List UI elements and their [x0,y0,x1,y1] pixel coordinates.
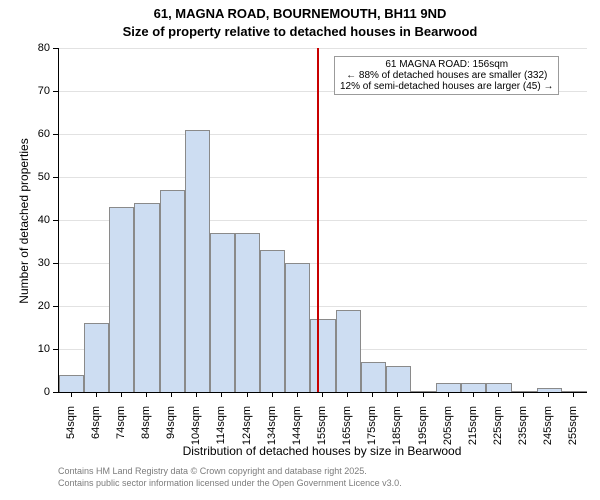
y-tick-label: 80 [0,42,50,54]
y-tick-label: 30 [0,257,50,269]
x-tick-label: 114sqm [215,406,227,456]
x-tick-mark [347,392,348,397]
attribution-line2: Contains public sector information licen… [58,478,402,490]
y-tick-mark [53,134,58,135]
x-tick-mark [372,392,373,397]
x-tick-label: 205sqm [442,406,454,456]
grid-line [59,134,587,135]
y-tick-label: 0 [0,386,50,398]
attribution-text: Contains HM Land Registry data © Crown c… [58,466,402,489]
x-tick-label: 185sqm [391,406,403,456]
x-tick-mark [247,392,248,397]
histogram-bar [210,233,235,392]
histogram-bar [386,366,411,392]
y-tick-label: 20 [0,300,50,312]
histogram-bar [361,362,386,392]
attribution-line1: Contains HM Land Registry data © Crown c… [58,466,402,478]
y-tick-mark [53,306,58,307]
annotation-line1: 61 MAGNA ROAD: 156sqm [340,59,553,70]
x-tick-mark [297,392,298,397]
y-tick-label: 60 [0,128,50,140]
histogram-bar [260,250,285,392]
x-tick-mark [71,392,72,397]
x-tick-mark [322,392,323,397]
x-tick-label: 175sqm [366,406,378,456]
histogram-bar [185,130,210,392]
histogram-bar [285,263,310,392]
x-tick-mark [221,392,222,397]
x-tick-label: 124sqm [241,406,253,456]
x-tick-label: 245sqm [542,406,554,456]
x-tick-mark [272,392,273,397]
histogram-bar [436,383,461,392]
chart-title-line1: 61, MAGNA ROAD, BOURNEMOUTH, BH11 9ND [0,6,600,21]
x-tick-label: 104sqm [190,406,202,456]
x-tick-mark [448,392,449,397]
x-tick-label: 144sqm [291,406,303,456]
x-tick-mark [196,392,197,397]
x-tick-mark [171,392,172,397]
x-tick-mark [397,392,398,397]
x-tick-label: 235sqm [517,406,529,456]
x-tick-label: 165sqm [341,406,353,456]
x-tick-mark [548,392,549,397]
y-tick-label: 70 [0,85,50,97]
y-tick-mark [53,91,58,92]
x-tick-mark [498,392,499,397]
histogram-bar [84,323,109,392]
y-tick-mark [53,349,58,350]
plot-area: 61 MAGNA ROAD: 156sqm← 88% of detached h… [58,48,587,393]
x-tick-label: 195sqm [417,406,429,456]
x-tick-mark [573,392,574,397]
x-tick-label: 134sqm [266,406,278,456]
annotation-line3: 12% of semi-detached houses are larger (… [340,81,553,92]
chart-title-line2: Size of property relative to detached ho… [0,24,600,39]
x-tick-label: 155sqm [316,406,328,456]
annotation-box: 61 MAGNA ROAD: 156sqm← 88% of detached h… [334,56,559,95]
x-tick-label: 64sqm [90,406,102,456]
chart-container: 61, MAGNA ROAD, BOURNEMOUTH, BH11 9ND Si… [0,0,600,500]
annotation-line2: ← 88% of detached houses are smaller (33… [340,70,553,81]
y-tick-mark [53,263,58,264]
x-tick-mark [423,392,424,397]
grid-line [59,177,587,178]
y-tick-mark [53,48,58,49]
x-tick-mark [96,392,97,397]
grid-line [59,48,587,49]
y-tick-label: 50 [0,171,50,183]
histogram-bar [461,383,486,392]
histogram-bar [134,203,159,392]
x-tick-label: 74sqm [115,406,127,456]
histogram-bar [486,383,511,392]
histogram-bar [109,207,134,392]
x-tick-mark [523,392,524,397]
histogram-bar [160,190,185,392]
y-tick-mark [53,392,58,393]
y-tick-label: 10 [0,343,50,355]
property-marker-line [317,48,319,392]
x-tick-mark [146,392,147,397]
y-tick-label: 40 [0,214,50,226]
y-tick-mark [53,177,58,178]
histogram-bar [336,310,361,392]
histogram-bar [235,233,260,392]
x-tick-label: 225sqm [492,406,504,456]
y-tick-mark [53,220,58,221]
histogram-bar [411,391,436,392]
x-tick-mark [121,392,122,397]
histogram-bar [310,319,335,392]
histogram-bar [59,375,84,392]
x-tick-mark [473,392,474,397]
x-tick-label: 54sqm [65,406,77,456]
x-tick-label: 255sqm [567,406,579,456]
x-tick-label: 94sqm [165,406,177,456]
x-tick-label: 84sqm [140,406,152,456]
x-tick-label: 215sqm [467,406,479,456]
